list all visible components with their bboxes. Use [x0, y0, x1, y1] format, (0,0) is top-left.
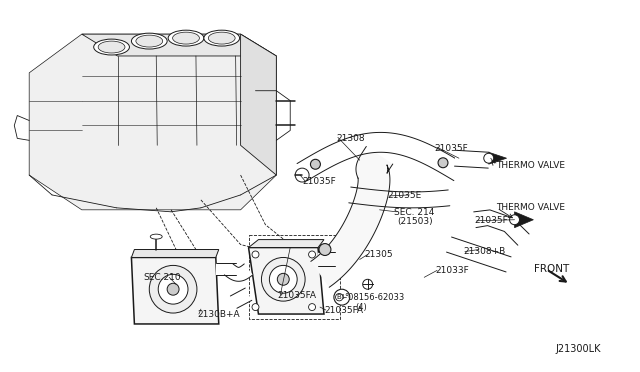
Text: THERMO VALVE: THERMO VALVE [495, 203, 564, 212]
Text: SEC.210: SEC.210 [143, 273, 181, 282]
Polygon shape [454, 150, 489, 168]
Circle shape [308, 304, 316, 311]
Text: 21308: 21308 [336, 134, 365, 143]
Circle shape [277, 273, 289, 285]
Polygon shape [29, 34, 276, 210]
Ellipse shape [98, 41, 125, 53]
Circle shape [509, 215, 520, 225]
Polygon shape [318, 253, 335, 266]
Text: (21503): (21503) [397, 217, 433, 226]
Text: 21035F: 21035F [475, 216, 509, 225]
Polygon shape [248, 240, 324, 247]
Circle shape [484, 153, 493, 163]
Text: 21033F: 21033F [435, 266, 469, 275]
Text: 2130B+A: 2130B+A [197, 310, 239, 318]
Text: 21035F: 21035F [434, 144, 468, 153]
Ellipse shape [209, 32, 235, 44]
Circle shape [252, 304, 259, 311]
Text: 21035FA: 21035FA [277, 291, 316, 300]
Polygon shape [447, 237, 511, 272]
Polygon shape [474, 210, 529, 245]
Ellipse shape [168, 30, 204, 46]
Text: (4): (4) [356, 302, 367, 312]
Polygon shape [82, 34, 276, 56]
Text: B: B [339, 294, 344, 300]
Text: THERMO VALVE: THERMO VALVE [495, 161, 564, 170]
Circle shape [167, 283, 179, 295]
Circle shape [438, 158, 448, 168]
Ellipse shape [173, 32, 200, 44]
Text: J21300LK: J21300LK [556, 344, 601, 354]
Polygon shape [297, 132, 464, 181]
Text: 21035E: 21035E [387, 192, 422, 201]
Circle shape [262, 257, 305, 301]
Polygon shape [311, 147, 393, 287]
Circle shape [310, 159, 321, 169]
Polygon shape [349, 187, 450, 208]
Ellipse shape [136, 35, 163, 47]
Circle shape [319, 244, 331, 256]
Polygon shape [131, 250, 219, 257]
Polygon shape [515, 212, 533, 228]
Circle shape [363, 279, 372, 289]
Text: 21035F: 21035F [302, 177, 336, 186]
Polygon shape [131, 257, 219, 324]
Text: 21035FA: 21035FA [324, 305, 363, 315]
Ellipse shape [204, 30, 239, 46]
Ellipse shape [150, 234, 162, 239]
Circle shape [295, 168, 309, 182]
Circle shape [269, 265, 297, 293]
Text: SEC. 214: SEC. 214 [394, 208, 435, 217]
Polygon shape [225, 264, 253, 281]
Text: 21308+B: 21308+B [463, 247, 505, 256]
Text: °08156-62033: °08156-62033 [344, 293, 404, 302]
Polygon shape [489, 152, 507, 164]
Polygon shape [241, 34, 276, 175]
Polygon shape [216, 263, 236, 275]
Text: B: B [337, 294, 342, 300]
Circle shape [334, 289, 350, 305]
Text: FRONT: FRONT [534, 264, 570, 275]
Circle shape [158, 274, 188, 304]
Circle shape [308, 251, 316, 258]
Polygon shape [230, 288, 252, 308]
Text: 21305: 21305 [365, 250, 394, 259]
Ellipse shape [93, 39, 129, 55]
Circle shape [252, 251, 259, 258]
Circle shape [149, 265, 197, 313]
Polygon shape [248, 247, 324, 314]
Ellipse shape [131, 33, 167, 49]
